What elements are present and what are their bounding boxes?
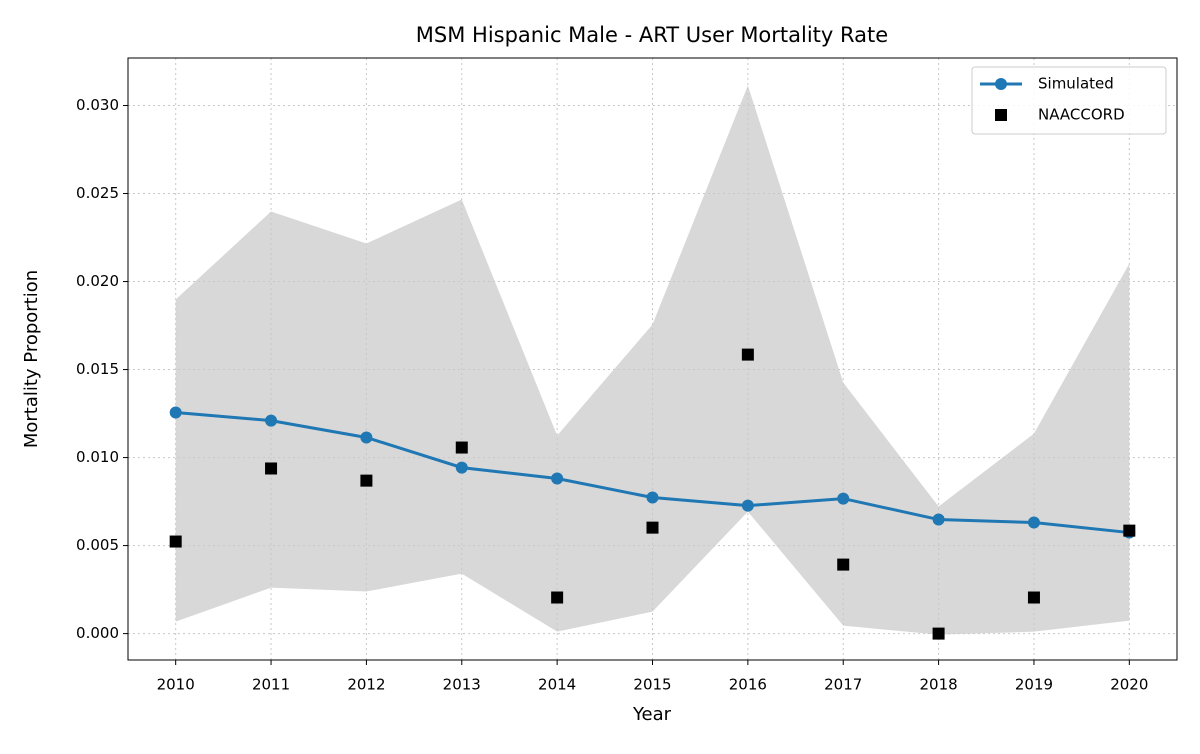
point xyxy=(741,499,754,512)
point xyxy=(837,558,850,571)
y-tick-label: 0.020 xyxy=(76,272,119,290)
point xyxy=(265,462,278,475)
point xyxy=(932,513,945,526)
point xyxy=(837,492,850,505)
point xyxy=(455,461,468,474)
point xyxy=(455,441,468,454)
x-axis-label: Year xyxy=(632,704,672,725)
plot-frame xyxy=(127,57,1178,661)
y-tick-label: 0.025 xyxy=(76,184,119,202)
point xyxy=(1027,591,1040,604)
x-tick-label: 2018 xyxy=(919,676,957,694)
y-tick-label: 0.030 xyxy=(76,96,119,114)
chart-title: MSM Hispanic Male - ART User Mortality R… xyxy=(416,23,888,47)
point xyxy=(551,591,564,604)
point xyxy=(169,406,182,419)
x-tick-label: 2012 xyxy=(347,676,385,694)
x-tick-label: 2014 xyxy=(538,676,576,694)
x-tick-label: 2013 xyxy=(443,676,481,694)
x-tick-label: 2011 xyxy=(252,676,290,694)
legend-label: NAACCORD xyxy=(1038,106,1125,124)
y-tick-label: 0.015 xyxy=(76,360,119,378)
y-tick-label: 0.010 xyxy=(76,448,119,466)
point xyxy=(360,474,373,487)
point xyxy=(741,348,754,361)
legend-marker xyxy=(995,78,1007,90)
point xyxy=(551,472,564,485)
y-axis-label: Mortality Proportion xyxy=(21,270,42,448)
x-tick-label: 2016 xyxy=(729,676,767,694)
y-tick-label: 0.005 xyxy=(76,536,119,554)
point xyxy=(932,627,945,640)
point xyxy=(265,414,278,427)
legend-label: Simulated xyxy=(1038,75,1114,93)
x-tick-label: 2017 xyxy=(824,676,862,694)
point xyxy=(360,431,373,444)
x-tick-label: 2010 xyxy=(157,676,195,694)
y-tick-label: 0.000 xyxy=(76,624,119,642)
point xyxy=(1123,524,1136,537)
x-tick-label: 2015 xyxy=(633,676,671,694)
legend-marker xyxy=(995,109,1007,121)
point xyxy=(1027,516,1040,529)
point xyxy=(169,535,182,548)
uncertainty-band xyxy=(175,85,1130,635)
x-tick-label: 2019 xyxy=(1015,676,1053,694)
point xyxy=(646,521,659,534)
point xyxy=(646,491,659,504)
x-tick-label: 2020 xyxy=(1110,676,1148,694)
